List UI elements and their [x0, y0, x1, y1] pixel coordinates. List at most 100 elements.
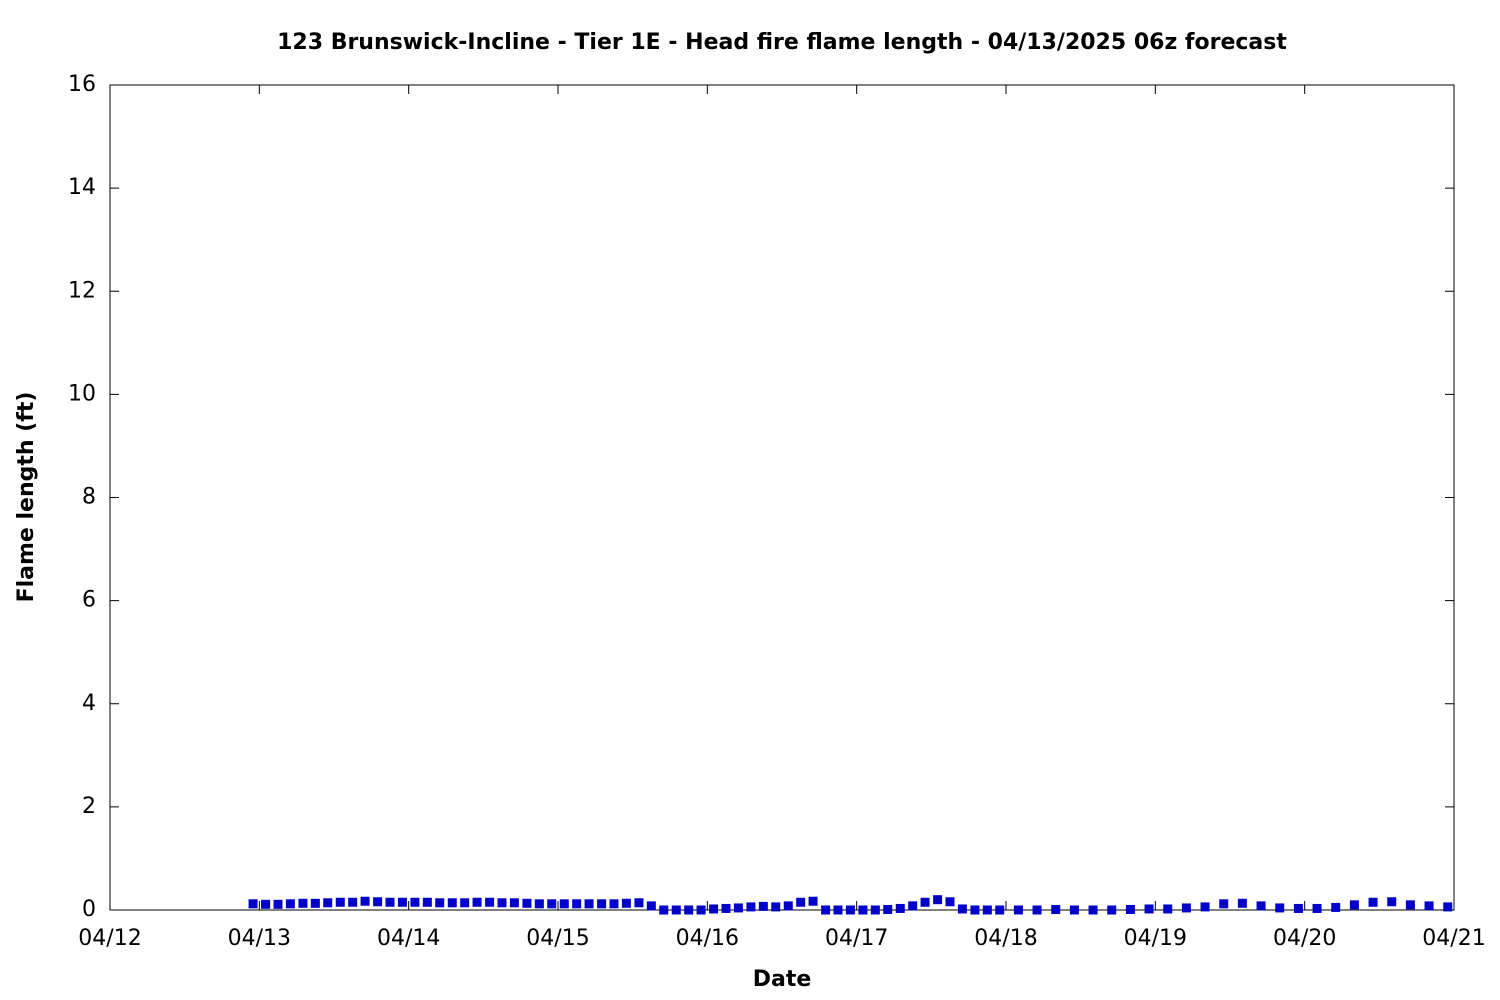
data-point	[1181, 903, 1191, 913]
data-point	[1349, 900, 1359, 910]
data-point	[833, 905, 843, 915]
data-point	[522, 898, 532, 908]
data-point	[746, 902, 756, 912]
data-point	[1013, 905, 1023, 915]
data-point	[1424, 901, 1434, 911]
data-point	[323, 898, 333, 908]
data-point	[883, 904, 893, 914]
data-point	[410, 897, 420, 907]
data-point	[957, 904, 967, 914]
data-point	[285, 899, 295, 909]
y-tick-label: 16	[68, 72, 96, 97]
data-point	[908, 901, 918, 911]
y-tick-label: 14	[68, 175, 96, 200]
data-point	[460, 898, 470, 908]
data-point	[1163, 904, 1173, 914]
data-point	[360, 896, 370, 906]
y-tick-label: 12	[68, 278, 96, 303]
data-point	[397, 897, 407, 907]
x-axis-label: Date	[753, 967, 812, 992]
data-point	[584, 899, 594, 909]
data-point	[634, 898, 644, 908]
data-point	[920, 897, 930, 907]
data-point	[1088, 905, 1098, 915]
data-point	[1293, 903, 1303, 913]
data-point	[1368, 897, 1378, 907]
data-point	[845, 905, 855, 915]
data-point	[298, 898, 308, 908]
data-point	[646, 901, 656, 911]
data-point	[1443, 902, 1453, 912]
data-point	[261, 899, 271, 909]
data-point	[621, 898, 631, 908]
data-point	[733, 903, 743, 913]
data-point	[1144, 904, 1154, 914]
x-tick-label: 04/16	[676, 926, 739, 951]
data-point	[796, 897, 806, 907]
data-point	[721, 903, 731, 913]
data-point	[1219, 899, 1229, 909]
data-point	[659, 905, 669, 915]
data-point	[273, 899, 283, 909]
data-point	[758, 901, 768, 911]
x-tick-label: 04/17	[825, 926, 888, 951]
data-point	[572, 899, 582, 909]
data-point	[970, 905, 980, 915]
data-point	[858, 905, 868, 915]
data-point	[895, 903, 905, 913]
data-point	[1256, 901, 1266, 911]
data-point	[248, 899, 258, 909]
data-point	[1051, 904, 1061, 914]
data-point	[385, 897, 395, 907]
data-point	[422, 897, 432, 907]
x-tick-label: 04/12	[78, 926, 141, 951]
y-tick-label: 6	[82, 588, 96, 613]
data-point	[1237, 898, 1247, 908]
data-point	[373, 897, 383, 907]
data-point	[684, 905, 694, 915]
y-tick-label: 4	[82, 691, 96, 716]
data-point	[821, 905, 831, 915]
chart-title: 123 Brunswick-Incline - Tier 1E - Head f…	[277, 30, 1287, 55]
data-point	[870, 905, 880, 915]
x-tick-label: 04/20	[1273, 926, 1336, 951]
data-point	[1069, 905, 1079, 915]
y-axis-label: Flame length (ft)	[14, 392, 39, 603]
data-point	[597, 899, 607, 909]
data-point	[933, 895, 943, 905]
data-point	[559, 899, 569, 909]
data-point	[995, 905, 1005, 915]
data-point	[485, 897, 495, 907]
data-point	[1125, 904, 1135, 914]
data-point	[696, 905, 706, 915]
data-point	[945, 897, 955, 907]
data-point	[1275, 903, 1285, 913]
data-point	[1107, 905, 1117, 915]
data-point	[982, 905, 992, 915]
data-point	[1312, 903, 1322, 913]
data-point	[771, 902, 781, 912]
data-point	[547, 899, 557, 909]
x-tick-label: 04/18	[974, 926, 1037, 951]
data-point	[348, 897, 358, 907]
data-point	[1200, 902, 1210, 912]
data-point	[609, 899, 619, 909]
x-tick-label: 04/13	[228, 926, 291, 951]
data-point	[310, 898, 320, 908]
x-tick-label: 04/21	[1422, 926, 1485, 951]
y-tick-label: 0	[82, 897, 96, 922]
data-point	[335, 897, 345, 907]
data-point	[472, 897, 482, 907]
data-point	[534, 899, 544, 909]
data-point	[509, 898, 519, 908]
data-point	[1387, 897, 1397, 907]
data-point	[783, 901, 793, 911]
data-point	[1331, 902, 1341, 912]
data-point	[447, 898, 457, 908]
data-point	[435, 898, 445, 908]
x-tick-label: 04/14	[377, 926, 440, 951]
data-point	[709, 904, 719, 914]
data-point	[1405, 900, 1415, 910]
